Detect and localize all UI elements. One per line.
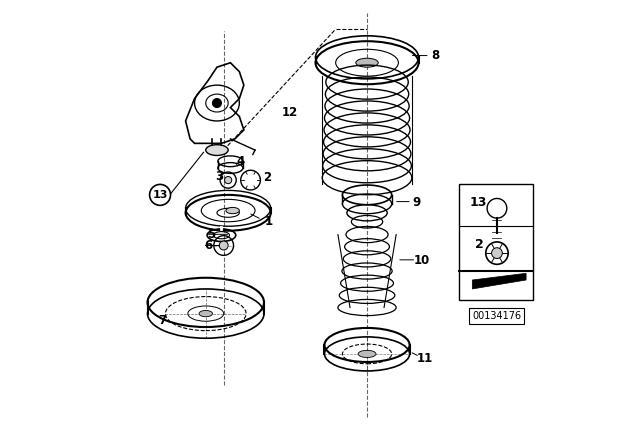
Ellipse shape: [225, 177, 232, 184]
Text: 5: 5: [207, 228, 216, 241]
Ellipse shape: [226, 207, 239, 214]
Text: 7: 7: [158, 314, 166, 327]
Text: 1: 1: [264, 215, 273, 228]
Ellipse shape: [212, 99, 221, 108]
Text: 11: 11: [417, 352, 433, 365]
Text: 13: 13: [470, 196, 487, 210]
Ellipse shape: [199, 310, 212, 317]
Ellipse shape: [492, 248, 502, 258]
Text: 3: 3: [215, 169, 223, 183]
Text: 2: 2: [263, 171, 271, 184]
Text: 8: 8: [431, 49, 439, 62]
PathPatch shape: [472, 273, 526, 289]
Ellipse shape: [356, 58, 378, 67]
Text: 12: 12: [282, 106, 298, 120]
Text: 6: 6: [204, 239, 212, 252]
Text: 2: 2: [475, 237, 483, 251]
Text: 9: 9: [413, 196, 421, 209]
Text: 00134176: 00134176: [472, 311, 522, 321]
Text: 4: 4: [236, 155, 244, 168]
Ellipse shape: [358, 350, 376, 358]
Ellipse shape: [219, 241, 228, 250]
Text: 10: 10: [414, 254, 430, 267]
Text: 13: 13: [152, 190, 168, 200]
Ellipse shape: [206, 145, 228, 155]
